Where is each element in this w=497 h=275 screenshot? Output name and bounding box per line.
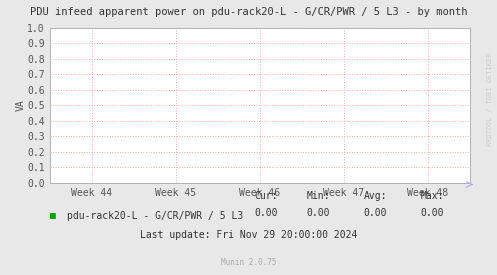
- Text: PDU infeed apparent power on pdu-rack20-L - G/CR/PWR / 5 L3 - by month: PDU infeed apparent power on pdu-rack20-…: [30, 7, 467, 17]
- Text: Min:: Min:: [306, 191, 330, 201]
- Y-axis label: VA: VA: [16, 99, 26, 111]
- Text: Cur:: Cur:: [254, 191, 278, 201]
- Text: 0.00: 0.00: [420, 208, 444, 218]
- Text: pdu-rack20-L - G/CR/PWR / 5 L3: pdu-rack20-L - G/CR/PWR / 5 L3: [67, 211, 244, 221]
- Text: Last update: Fri Nov 29 20:00:00 2024: Last update: Fri Nov 29 20:00:00 2024: [140, 230, 357, 240]
- Text: ■: ■: [50, 211, 56, 221]
- Text: 0.00: 0.00: [254, 208, 278, 218]
- Text: Max:: Max:: [420, 191, 444, 201]
- Text: 0.00: 0.00: [363, 208, 387, 218]
- Text: 0.00: 0.00: [306, 208, 330, 218]
- Text: Munin 2.0.75: Munin 2.0.75: [221, 258, 276, 266]
- Text: Avg:: Avg:: [363, 191, 387, 201]
- Text: RRDTOOL / TOBI OETIKER: RRDTOOL / TOBI OETIKER: [487, 52, 493, 146]
